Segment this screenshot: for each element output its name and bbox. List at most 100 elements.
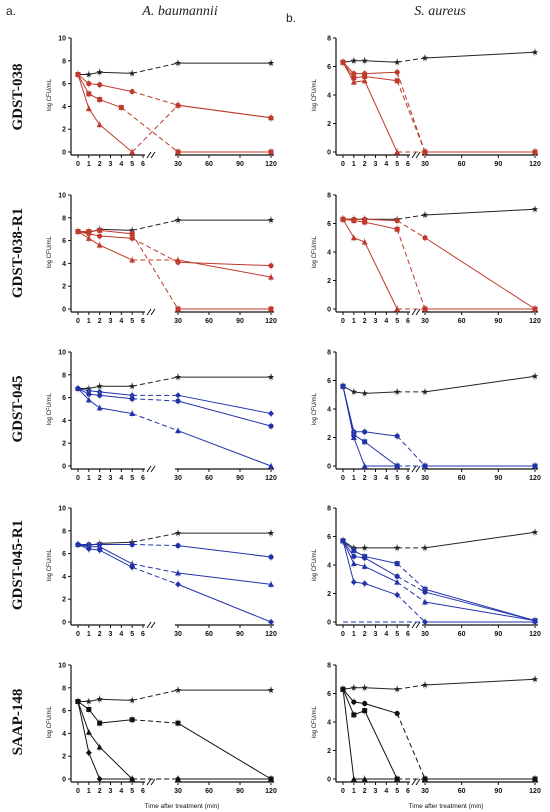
axis-break-mark [146, 465, 152, 473]
series-break-line [131, 237, 179, 263]
series-line [77, 74, 133, 153]
data-point-circle [394, 69, 400, 75]
data-point-square [340, 59, 346, 65]
data-point-circle [351, 553, 357, 560]
data-point-triangle [129, 149, 136, 155]
y-tick-label: 8 [62, 372, 66, 379]
data-point-circle [129, 396, 135, 402]
y-tick-label: 0 [62, 307, 66, 314]
x-tick-label: 2 [98, 788, 102, 795]
data-point-star [361, 544, 368, 551]
data-point-triangle [96, 404, 103, 411]
axis-break-mark [411, 465, 417, 473]
data-point-triangle [350, 79, 357, 85]
x-tick-label: 60 [205, 631, 213, 638]
data-point-circle [394, 218, 400, 224]
series-break-line [132, 91, 179, 106]
series-line [342, 540, 398, 596]
y-tick-label: 2 [327, 591, 331, 598]
series-line [177, 430, 272, 467]
series-line [342, 61, 398, 75]
x-axis-label-right: Time after treatment (min) [409, 803, 484, 810]
x-tick-label: 1 [352, 318, 356, 325]
y-tick-label: 6 [62, 708, 66, 715]
data-point-square [129, 717, 135, 723]
data-point-star [128, 382, 136, 389]
y-tick-label: 4 [62, 418, 66, 425]
series-break-line [396, 80, 426, 153]
data-point-star [85, 698, 93, 705]
data-point-star [96, 695, 103, 702]
series-line [77, 701, 133, 724]
x-tick-label: 2 [98, 475, 102, 482]
data-point-square [362, 73, 368, 79]
data-point-circle [129, 88, 135, 95]
y-tick-label: 2 [62, 597, 66, 604]
axis-break-mark [146, 778, 152, 786]
data-point-triangle [75, 385, 81, 391]
y-axis-label: log CFU/mL [312, 235, 318, 268]
x-tick-label: 60 [458, 631, 466, 638]
data-point-triangle [175, 256, 181, 263]
x-tick-label: 3 [374, 475, 378, 482]
row-label-gdst-045: GDST-045 [10, 376, 26, 443]
x-tick-label: 2 [98, 631, 102, 638]
x-tick-label: 0 [341, 318, 345, 325]
panel-letter-a: a. [6, 4, 16, 18]
x-tick-label: 120 [529, 318, 541, 325]
data-point-star [267, 216, 275, 223]
series-break-line [132, 376, 179, 387]
series-line [177, 400, 272, 427]
x-tick-label: 120 [529, 788, 541, 795]
x-tick-label: 30 [174, 318, 182, 325]
x-tick-label: 30 [421, 161, 429, 168]
series-line [342, 540, 398, 583]
y-tick-label: 4 [327, 250, 331, 257]
data-point-circle [394, 710, 400, 717]
y-axis-label: log CFU/mL [312, 548, 318, 581]
x-tick-label: 120 [265, 161, 277, 168]
data-point-triangle [129, 410, 136, 417]
data-point-square [129, 231, 135, 237]
y-tick-label: 2 [62, 127, 66, 134]
data-point-square [86, 706, 92, 712]
data-point-star [531, 675, 539, 682]
data-point-triangle [268, 114, 274, 121]
y-tick-label: 10 [58, 663, 66, 670]
x-tick-label: 120 [265, 475, 277, 482]
x-tick-label: 3 [374, 318, 378, 325]
data-point-diamond [129, 776, 136, 782]
axis-break-mark [150, 778, 156, 786]
y-axis-label: log CFU/mL [47, 235, 53, 268]
data-point-circle [351, 699, 357, 705]
data-point-triangle [96, 121, 103, 128]
x-tick-label: 30 [174, 788, 182, 795]
data-point-triangle [350, 434, 357, 440]
y-tick-label: 0 [327, 464, 331, 471]
x-tick-label: 90 [236, 161, 244, 168]
x-tick-label: 60 [205, 318, 213, 325]
data-point-diamond [75, 541, 81, 548]
y-tick-label: 4 [327, 720, 331, 727]
x-tick-label: 120 [265, 631, 277, 638]
data-point-square [362, 708, 368, 714]
x-tick-label: 1 [87, 318, 91, 325]
y-tick-label: 6 [327, 534, 331, 541]
x-tick-label: 2 [98, 161, 102, 168]
series-line [77, 231, 133, 261]
x-tick-label: 3 [109, 318, 113, 325]
series-line [78, 71, 133, 75]
x-tick-label: 60 [458, 788, 466, 795]
x-tick-label: 30 [421, 475, 429, 482]
x-tick-label: 120 [265, 788, 277, 795]
data-point-star [393, 544, 401, 551]
data-point-diamond [394, 591, 401, 598]
row-label-gdst-038-r1: GDST-038-R1 [10, 208, 26, 298]
y-tick-label: 0 [327, 777, 331, 784]
x-tick-label: 30 [174, 475, 182, 482]
x-tick-label: 0 [76, 475, 80, 482]
x-axis-label-left: Time after treatment (min) [145, 803, 220, 810]
y-tick-label: 4 [62, 261, 66, 268]
